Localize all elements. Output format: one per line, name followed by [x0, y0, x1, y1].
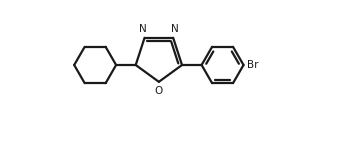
Text: N: N [171, 24, 179, 34]
Text: Br: Br [247, 60, 258, 70]
Text: O: O [155, 86, 163, 96]
Text: N: N [139, 24, 147, 34]
